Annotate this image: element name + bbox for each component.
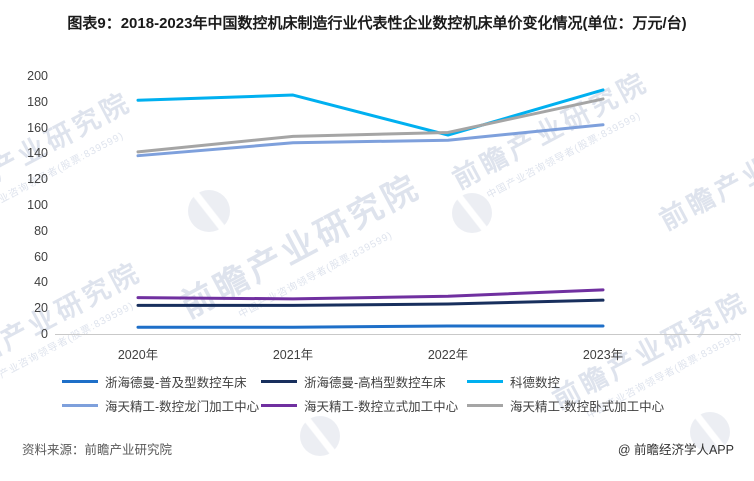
legend-swatch-icon [261,404,297,407]
y-tick-label: 40 [34,275,48,290]
legend-label: 海天精工-数控卧式加工中心 [510,400,665,414]
legend-item: 海天精工-数控卧式加工中心 [467,397,717,414]
y-tick-label: 80 [34,223,48,238]
legend-item: 海天精工-数控立式加工中心 [261,397,467,414]
source-note: 资料来源：前瞻产业研究院 [22,443,173,457]
y-tick-label: 140 [27,146,48,161]
y-tick-label: 180 [27,94,48,109]
series-line-2 [136,88,605,137]
legend-label: 海天精工-数控龙门加工中心 [105,400,260,414]
series-line-5 [136,97,605,154]
legend-item: 科德数控 [467,373,717,390]
legend-item: 浙海德曼-普及型数控车床 [62,373,261,390]
y-tick-label: 120 [27,172,48,187]
y-tick-label: 20 [34,301,48,316]
legend-label: 科德数控 [510,376,561,390]
legend-swatch-icon [62,380,98,383]
legend-item: 海天精工-数控龙门加工中心 [62,397,261,414]
series-line-3 [136,123,605,158]
series-line-4 [136,288,605,301]
x-tick-label: 2021年 [272,348,314,362]
x-tick-label: 2022年 [427,348,469,362]
legend-item: 浙海德曼-高档型数控车床 [261,373,467,390]
series-line-1 [136,298,605,307]
legend-label: 海天精工-数控立式加工中心 [304,400,459,414]
series-line-0 [136,324,605,329]
chart-title: 图表9：2018-2023年中国数控机床制造行业代表性企业数控机床单价变化情况(… [67,15,687,32]
y-tick-label: 0 [41,327,48,341]
legend-swatch-icon [261,380,297,383]
y-tick-label: 200 [27,69,48,83]
y-tick-label: 100 [27,198,48,212]
legend-label: 浙海德曼-高档型数控车床 [304,376,446,390]
credit-note: @ 前瞻经济学人APP [617,443,734,457]
legend-swatch-icon [467,380,503,383]
legend-swatch-icon [467,404,503,407]
x-tick-label: 2020年 [117,348,159,362]
y-tick-label: 160 [27,120,48,135]
y-tick-label: 60 [34,249,48,264]
legend-swatch-icon [62,404,98,407]
legend: 浙海德曼-普及型数控车床 浙海德曼-高档型数控车床 科德数控海天精工-数控龙门加工中… [62,373,717,414]
x-tick-label: 2023年 [582,348,624,362]
legend-label: 浙海德曼-普及型数控车床 [105,376,247,390]
